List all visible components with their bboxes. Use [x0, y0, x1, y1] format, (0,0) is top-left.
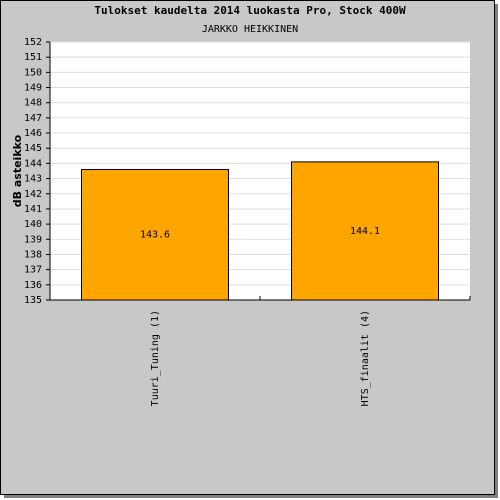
y-tick-label: 147 — [24, 113, 42, 124]
y-tick-label: 146 — [24, 128, 42, 139]
y-tick-label: 149 — [24, 83, 42, 94]
x-tick-label: Tuuri_Tuning (1) — [150, 310, 161, 406]
y-tick-label: 150 — [24, 67, 42, 78]
y-tick-label: 142 — [24, 189, 42, 200]
data-label: 144.1 — [350, 226, 380, 237]
y-tick-label: 139 — [24, 234, 42, 245]
bar — [291, 161, 439, 301]
bar — [81, 168, 229, 301]
y-tick-label: 135 — [24, 295, 42, 306]
y-tick-label: 148 — [24, 98, 42, 109]
chart-title: Tulokset kaudelta 2014 luokasta Pro, Sto… — [94, 4, 406, 17]
y-tick-label: 137 — [24, 265, 42, 276]
y-tick-label: 141 — [24, 204, 42, 215]
y-tick-label: 140 — [24, 219, 42, 230]
y-tick-label: 151 — [24, 52, 42, 63]
data-label: 143.6 — [140, 230, 170, 241]
y-tick-label: 143 — [24, 174, 42, 185]
x-tick-label: HTS_finaalit (4) — [360, 310, 371, 406]
y-tick-label: 138 — [24, 249, 42, 260]
y-tick-label: 145 — [24, 143, 42, 154]
y-tick-label: 144 — [24, 158, 42, 169]
chart-subtitle: JARKKO HEIKKINEN — [202, 24, 298, 35]
y-tick-label: 152 — [24, 37, 42, 48]
y-tick-label: 136 — [24, 280, 42, 291]
y-axis-label: dB asteikko — [11, 134, 24, 207]
